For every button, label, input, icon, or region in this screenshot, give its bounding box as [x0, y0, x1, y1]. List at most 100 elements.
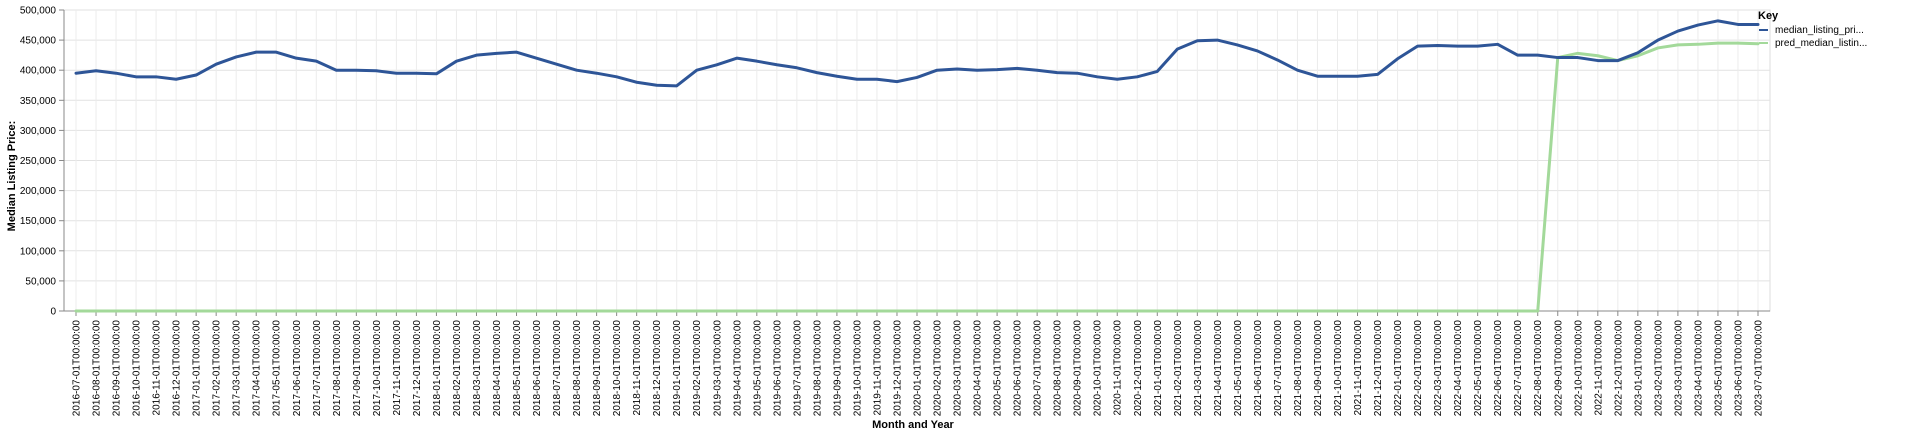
x-tick-label: 2019-12-01T00:00:00 — [892, 320, 903, 417]
x-tick-label: 2023-05-01T00:00:00 — [1713, 320, 1724, 417]
y-tick-label: 450,000 — [20, 36, 57, 47]
x-tick-label: 2021-03-01T00:00:00 — [1193, 320, 1204, 417]
axes: 0 50,000 100,000 150,000 200,000 250,000 300,0… — [20, 6, 1770, 417]
x-tick-label: 2017-02-01T00:00:00 — [212, 320, 223, 417]
x-tick-label: 2020-04-01T00:00:00 — [973, 320, 984, 417]
x-tick-label: 2020-03-01T00:00:00 — [953, 320, 964, 417]
x-tick-label: 2018-06-01T00:00:00 — [532, 320, 543, 417]
x-tick-label: 2021-07-01T00:00:00 — [1273, 320, 1284, 417]
y-tick-label: 250,000 — [20, 156, 57, 167]
x-tick-label: 2020-05-01T00:00:00 — [993, 320, 1004, 417]
x-tick-label: 2018-08-01T00:00:00 — [572, 320, 583, 417]
x-tick-label: 2018-09-01T00:00:00 — [592, 320, 603, 417]
x-tick-label: 2022-11-01T00:00:00 — [1593, 320, 1604, 416]
x-tick-label: 2016-12-01T00:00:00 — [172, 320, 183, 417]
x-tick-label: 2018-05-01T00:00:00 — [512, 320, 523, 417]
x-tick-label: 2018-03-01T00:00:00 — [472, 320, 483, 417]
x-tick-label: 2021-12-01T00:00:00 — [1373, 320, 1384, 417]
x-tick-label: 2018-01-01T00:00:00 — [432, 320, 443, 417]
x-tick-label: 2022-08-01T00:00:00 — [1533, 320, 1544, 417]
x-tick-label: 2022-10-01T00:00:00 — [1573, 320, 1584, 417]
x-tick-label: 2022-02-01T00:00:00 — [1413, 320, 1424, 417]
x-tick-label: 2017-07-01T00:00:00 — [312, 320, 323, 417]
x-tick-label: 2017-08-01T00:00:00 — [332, 320, 343, 417]
x-tick-label: 2022-06-01T00:00:00 — [1493, 320, 1504, 417]
x-tick-label: 2017-11-01T00:00:00 — [392, 320, 403, 416]
x-tick-label: 2017-09-01T00:00:00 — [352, 320, 363, 417]
x-tick-label: 2021-11-01T00:00:00 — [1353, 320, 1364, 416]
x-tick-label: 2019-03-01T00:00:00 — [712, 320, 723, 417]
y-tick-label: 300,000 — [20, 126, 57, 137]
legend-items: median_listing_pri... pred_median_listin.… — [1759, 25, 1867, 49]
x-tick-label: 2020-12-01T00:00:00 — [1133, 320, 1144, 417]
y-tick-label: 500,000 — [20, 6, 57, 17]
x-tick-label: 2018-04-01T00:00:00 — [492, 320, 503, 417]
x-tick-label: 2020-06-01T00:00:00 — [1013, 320, 1024, 417]
x-tick-label: 2019-04-01T00:00:00 — [732, 320, 743, 417]
x-tick-label: 2023-07-01T00:00:00 — [1754, 320, 1765, 417]
x-tick-label: 2019-07-01T00:00:00 — [792, 320, 803, 417]
x-tick-label: 2016-07-01T00:00:00 — [72, 320, 83, 417]
x-tick-label: 2019-09-01T00:00:00 — [832, 320, 843, 417]
x-tick-label: 2022-04-01T00:00:00 — [1453, 320, 1464, 417]
x-tick-label: 2018-12-01T00:00:00 — [652, 320, 663, 417]
series-lines — [74, 19, 1760, 313]
x-tick-label: 2020-07-01T00:00:00 — [1033, 320, 1044, 417]
x-tick-label: 2023-03-01T00:00:00 — [1673, 320, 1684, 417]
y-tick-label: 100,000 — [20, 246, 57, 257]
x-tick-label: 2022-05-01T00:00:00 — [1473, 320, 1484, 417]
x-tick-label: 2017-05-01T00:00:00 — [272, 320, 283, 417]
legend-title: Key — [1758, 10, 1779, 22]
x-tick-label: 2016-10-01T00:00:00 — [132, 320, 143, 417]
x-tick-label: 2017-04-01T00:00:00 — [252, 320, 263, 417]
x-tick-label: 2022-12-01T00:00:00 — [1613, 320, 1624, 417]
x-tick-label: 2017-06-01T00:00:00 — [292, 320, 303, 417]
series-line-pred-median-listin — [74, 41, 1760, 313]
x-tick-label: 2020-09-01T00:00:00 — [1073, 320, 1084, 417]
y-tick-label: 0 — [50, 307, 56, 318]
x-tick-label: 2020-11-01T00:00:00 — [1113, 320, 1124, 416]
x-tick-label: 2020-10-01T00:00:00 — [1093, 320, 1104, 417]
x-tick-label: 2019-01-01T00:00:00 — [672, 320, 683, 417]
y-tick-label: 400,000 — [20, 66, 57, 77]
x-tick-label: 2021-01-01T00:00:00 — [1153, 320, 1164, 417]
x-tick-label: 2016-09-01T00:00:00 — [112, 320, 123, 417]
legend: Key median_listing_pri... pred_median_lis… — [1758, 10, 1867, 49]
x-tick-label: 2021-10-01T00:00:00 — [1333, 320, 1344, 417]
y-tick-label: 50,000 — [25, 276, 56, 287]
x-tick-label: 2022-03-01T00:00:00 — [1433, 320, 1444, 417]
y-tick-label: 200,000 — [20, 186, 57, 197]
x-tick-label: 2022-07-01T00:00:00 — [1513, 320, 1524, 417]
x-tick-label: 2020-02-01T00:00:00 — [933, 320, 944, 417]
x-tick-label: 2016-11-01T00:00:00 — [152, 320, 163, 416]
x-tick-label: 2021-02-01T00:00:00 — [1173, 320, 1184, 417]
x-tick-label: 2018-10-01T00:00:00 — [612, 320, 623, 417]
x-axis-title: Month and Year — [872, 419, 954, 431]
x-tick-label: 2019-11-01T00:00:00 — [872, 320, 883, 416]
x-tick-label: 2020-01-01T00:00:00 — [913, 320, 924, 417]
x-tick-label: 2019-10-01T00:00:00 — [852, 320, 863, 417]
x-tick-label: 2021-05-01T00:00:00 — [1233, 320, 1244, 417]
x-tick-label: 2020-08-01T00:00:00 — [1053, 320, 1064, 417]
y-axis-title: Median Listing Price: — [6, 121, 18, 232]
x-tick-label: 2018-07-01T00:00:00 — [552, 320, 563, 417]
x-tick-label: 2018-02-01T00:00:00 — [452, 320, 463, 417]
grid — [63, 9, 1771, 312]
legend-label: pred_median_listin... — [1775, 38, 1867, 49]
x-tick-label: 2021-06-01T00:00:00 — [1253, 320, 1264, 417]
x-tick-label: 2019-08-01T00:00:00 — [812, 320, 823, 417]
x-tick-label: 2017-12-01T00:00:00 — [412, 320, 423, 417]
x-tick-label: 2019-05-01T00:00:00 — [752, 320, 763, 417]
x-tick-label: 2022-09-01T00:00:00 — [1553, 320, 1564, 417]
series-line-median-listing-pri — [74, 19, 1760, 88]
y-tick-label: 350,000 — [20, 96, 57, 107]
x-tick-label: 2016-08-01T00:00:00 — [92, 320, 103, 417]
y-tick-label: 150,000 — [20, 216, 57, 227]
x-tick-label: 2021-04-01T00:00:00 — [1213, 320, 1224, 417]
x-tick-label: 2022-01-01T00:00:00 — [1393, 320, 1404, 417]
x-tick-label: 2021-08-01T00:00:00 — [1293, 320, 1304, 417]
x-tick-label: 2017-03-01T00:00:00 — [232, 320, 243, 417]
x-tick-label: 2018-11-01T00:00:00 — [632, 320, 643, 416]
x-tick-label: 2023-02-01T00:00:00 — [1653, 320, 1664, 417]
